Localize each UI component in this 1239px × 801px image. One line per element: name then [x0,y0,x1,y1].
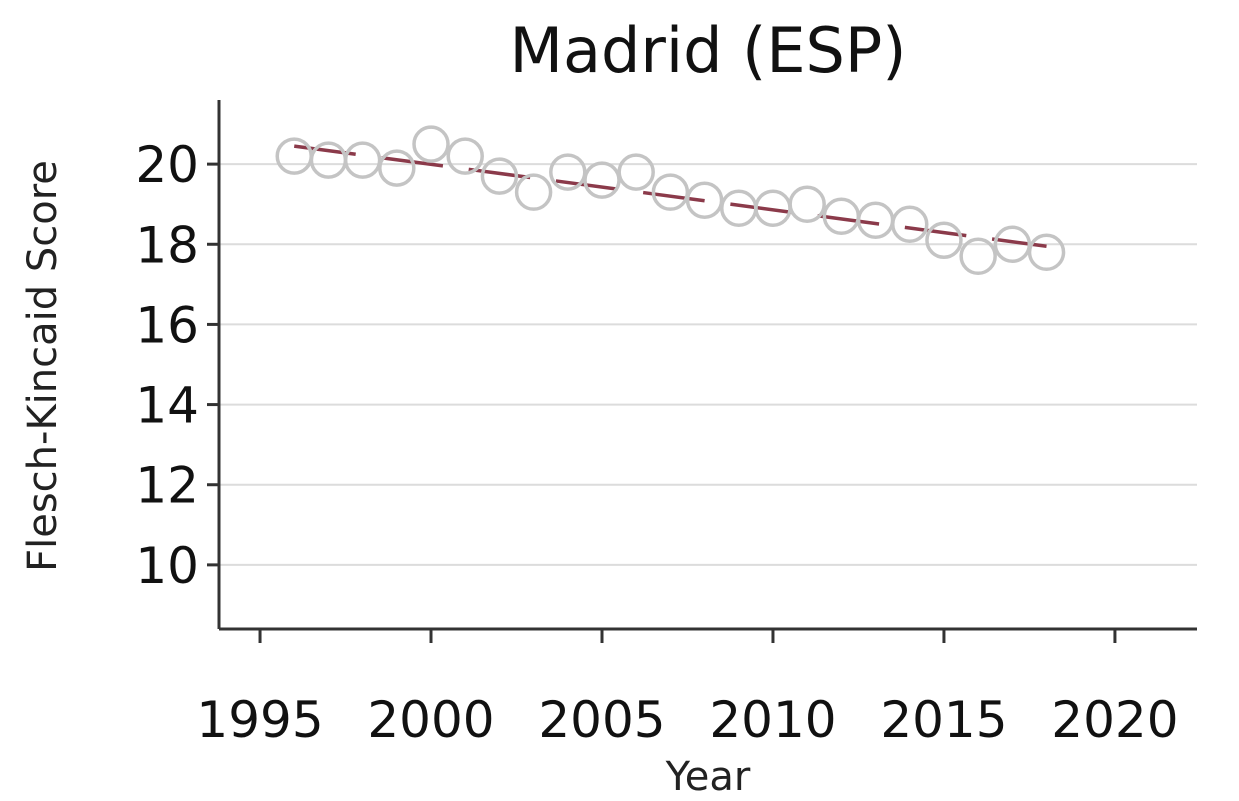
data-point [891,205,929,243]
axes [217,100,1197,631]
y-tick-label: 20 [135,136,199,194]
x-tick-label: 2015 [880,691,1007,749]
trend-line [293,144,1047,249]
data-point [343,141,382,179]
gridlines [219,163,1197,566]
x-tick-label: 2020 [1051,691,1178,749]
data-point [788,185,826,223]
data-point [309,141,348,179]
x-tick-label: 1995 [196,691,323,749]
data-point [446,137,484,175]
data-point [959,237,997,276]
data-point [993,225,1032,264]
x-axis-title: Year [665,754,751,800]
data-point [275,137,313,175]
y-tick-label: 12 [135,457,199,515]
data-point [685,181,724,219]
data-point [412,125,450,163]
y-tick-label: 18 [135,216,199,274]
y-tick-label: 16 [135,296,199,354]
data-point [514,173,553,211]
data-point [617,153,655,191]
data-point [480,157,519,195]
data-point [651,173,690,211]
x-ticks: 1995 2000 2005 2010 2015 2020 [196,629,1179,749]
data-points [275,125,1066,276]
y-axis-title: Flesch-Kincaid Score [20,160,66,572]
data-point [549,153,587,191]
data-point [1027,233,1066,272]
chart-title: Madrid (ESP) [510,14,907,87]
data-point [583,161,621,199]
y-tick-label: 14 [135,377,199,435]
y-ticks: 10 12 14 16 18 20 [135,136,219,595]
x-tick-label: 2010 [709,691,836,749]
x-tick-label: 2000 [367,691,494,749]
y-tick-label: 10 [135,537,199,595]
data-point [925,221,963,260]
x-tick-label: 2005 [538,691,665,749]
trend-line-group [293,144,1047,249]
data-point [378,149,416,187]
